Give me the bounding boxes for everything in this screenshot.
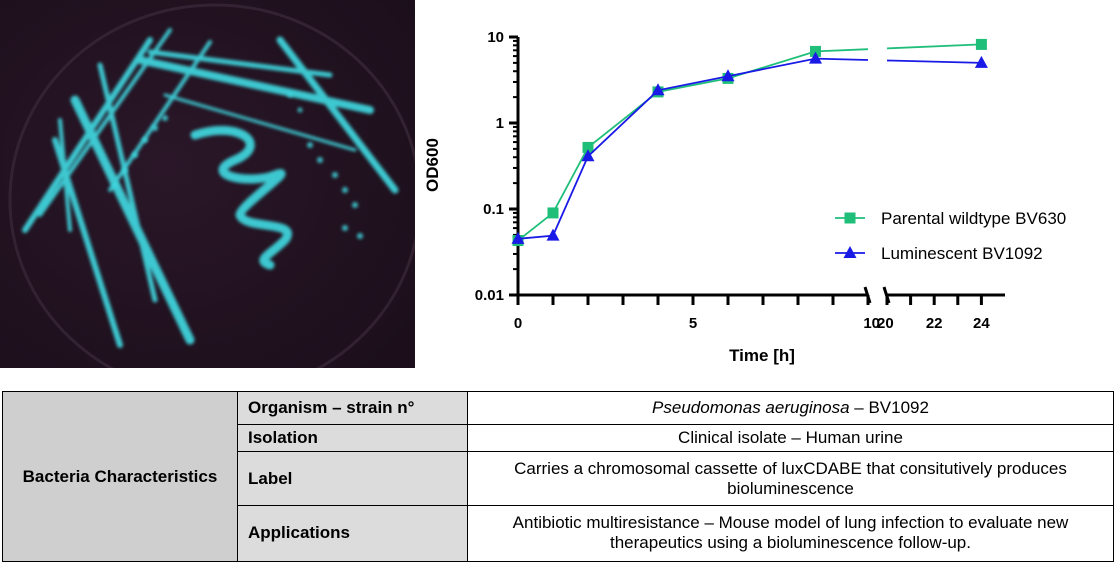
row-key-isolation: Isolation (237, 424, 468, 453)
y-tick-label: 1 (496, 115, 504, 132)
data-point-triangle (974, 55, 988, 68)
data-point-triangle (651, 83, 665, 96)
row-value-applications: Antibiotic multiresistance – Mouse model… (467, 504, 1114, 563)
legend-entry: Luminescent BV1092 (835, 244, 1043, 263)
series-line (886, 43, 982, 50)
data-point-triangle (809, 51, 822, 64)
axis-break-mark (882, 286, 891, 304)
x-tick-label: 24 (973, 315, 990, 332)
x-tick-label: 5 (689, 315, 697, 332)
data-point-triangle (546, 228, 560, 241)
series-line (517, 48, 869, 242)
x-tick-label: 20 (877, 315, 894, 332)
y-axis-title: OD600 (423, 138, 442, 192)
legend-label: Parental wildtype BV630 (881, 209, 1066, 228)
data-point-triangle (721, 69, 735, 82)
table-row: Isolation Clinical isolate – Human urine (3, 424, 1114, 453)
axis-break-mark (863, 286, 872, 304)
series-line (886, 59, 982, 64)
data-point-square (547, 207, 559, 219)
series-triangle (511, 51, 988, 244)
data-point-triangle (581, 149, 595, 162)
row-value-organism: Pseudomonas aeruginosa – BV1092 (467, 390, 1114, 426)
data-point-square (810, 45, 821, 57)
legend-label: Luminescent BV1092 (881, 244, 1043, 263)
chart-legend: Parental wildtype BV630 Luminescent BV109… (835, 209, 1066, 263)
row-key-label: Label (237, 451, 468, 506)
x-axis-title: Time [h] (729, 346, 795, 365)
strain-number: – BV1092 (849, 398, 929, 418)
species-name: Pseudomonas aeruginosa (652, 398, 850, 418)
table-group-label: Bacteria Characteristics (2, 391, 238, 562)
row-key-applications: Applications (237, 504, 468, 563)
data-point-square (975, 38, 987, 50)
table-row: Applications Antibiotic multiresistance … (3, 504, 1114, 563)
data-point-square (844, 212, 856, 224)
row-key-organism: Organism – strain n° (237, 390, 468, 426)
data-point-triangle (843, 246, 857, 258)
row-value-isolation: Clinical isolate – Human urine (467, 424, 1114, 453)
chart-series (511, 38, 988, 247)
x-tick-label: 22 (926, 315, 943, 332)
data-point-triangle (511, 231, 525, 244)
bacteria-characteristics-table: Bacteria Characteristics Organism – stra… (2, 390, 1114, 563)
row-value-label: Carries a chromosomal cassette of luxCDA… (467, 451, 1114, 506)
y-tick-label: 0.01 (475, 287, 504, 304)
legend-entry: Parental wildtype BV630 (835, 209, 1066, 228)
x-tick-label: 0 (514, 315, 522, 332)
data-point-square (582, 141, 594, 153)
x-tick-label: 10 (863, 315, 880, 332)
table-row: Bacteria Characteristics Organism – stra… (2, 390, 1114, 562)
bioluminescent-plate-photo (0, 0, 415, 368)
table-row: Label Carries a chromosomal cassette of … (3, 451, 1114, 506)
y-tick-label: 0.1 (483, 201, 504, 218)
y-tick-label: 10 (487, 29, 504, 46)
